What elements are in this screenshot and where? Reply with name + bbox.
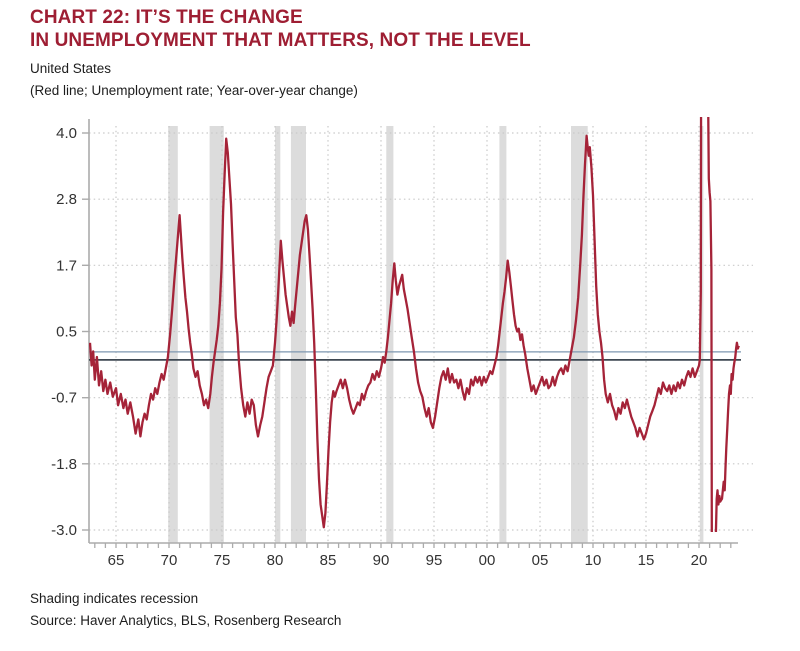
x-tick-label: 10 [585, 552, 602, 569]
recession-band [386, 126, 394, 543]
x-tick-label: 80 [267, 552, 284, 569]
x-tick-label: 15 [638, 552, 655, 569]
title-line-1: CHART 22: IT’S THE CHANGE [30, 7, 303, 28]
x-tick-label: 00 [479, 552, 496, 569]
recession-band [290, 126, 306, 543]
y-tick-label: -3.0 [51, 522, 77, 539]
recession-band [275, 126, 281, 543]
recession-band [168, 126, 178, 543]
x-tick-label: 20 [691, 552, 708, 569]
chart-series-note: (Red line; Unemployment rate; Year-over-… [30, 83, 358, 98]
source-footnote: Source: Haver Analytics, BLS, Rosenberg … [30, 613, 342, 628]
y-tick-label: 0.5 [56, 324, 77, 341]
title-line-2: IN UNEMPLOYMENT THAT MATTERS, NOT THE LE… [30, 30, 531, 51]
y-tick-label: 4.0 [56, 125, 77, 142]
y-tick-label: 1.7 [56, 257, 77, 274]
x-tick-label: 70 [161, 552, 178, 569]
y-tick-label: 2.8 [56, 191, 77, 208]
x-tick-label: 05 [532, 552, 549, 569]
x-tick-label: 75 [214, 552, 231, 569]
recession-band [571, 126, 588, 543]
x-tick-label: 65 [108, 552, 125, 569]
recession-band [499, 126, 507, 543]
y-tick-label: -1.8 [51, 456, 77, 473]
shading-footnote: Shading indicates recession [30, 591, 199, 606]
chart-subtitle-region: United States [30, 61, 112, 76]
x-tick-label: 85 [320, 552, 337, 569]
series-line [89, 117, 740, 532]
x-tick-label: 95 [426, 552, 443, 569]
x-tick-label: 90 [373, 552, 390, 569]
y-tick-label: -0.7 [51, 390, 77, 407]
recession-band [699, 126, 704, 543]
page-title: CHART 22: IT’S THE CHANGE IN UNEMPLOYMEN… [30, 6, 531, 52]
